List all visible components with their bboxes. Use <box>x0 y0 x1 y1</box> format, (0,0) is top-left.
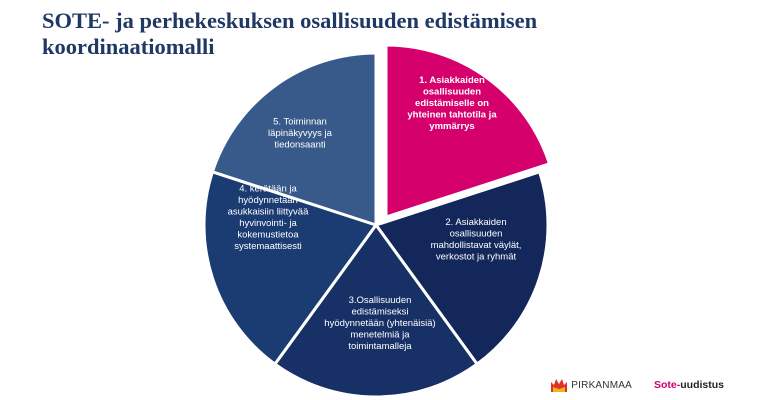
segment-1-label-line: edistämiselle on <box>415 98 489 109</box>
segment-4-label-line: asukkaisiin liittyvää <box>228 206 309 217</box>
pirkanmaa-logo: PIRKANMAA <box>551 378 632 392</box>
slide-title: SOTE- ja perhekeskuksen osallisuuden edi… <box>42 8 538 59</box>
segment-4-label-line: systemaattisesti <box>234 241 302 252</box>
segment-4-label-line: 4. kerätään ja <box>239 183 297 194</box>
pie-segment-4 <box>202 169 379 367</box>
segment-2-label-line: verkostot ja ryhmät <box>436 251 517 262</box>
segment-4-label-line: hyvinvointi- ja <box>239 218 297 229</box>
pirkanmaa-logo-text: PIRKANMAA <box>571 379 632 391</box>
segment-3-label-line: toimintamalleja <box>348 341 412 352</box>
segment-3-label-line: 3.Osallisuuden <box>349 295 412 306</box>
segment-1-label-line: osallisuuden <box>423 87 481 98</box>
segment-1-label-line: yhteinen tahtotila ja <box>407 110 497 121</box>
segment-2-label: 2. Asiakkaiden osallisuuden mahdollistavat… <box>431 217 522 263</box>
pie-segment-3 <box>272 222 480 399</box>
segment-5-label-line: läpinäkyvyys ja <box>268 128 333 139</box>
pirkanmaa-crown-icon <box>551 379 568 392</box>
pie-segment-1 <box>384 43 552 220</box>
segment-2-label-line: 2. Asiakkaiden <box>445 217 506 228</box>
segment-4-label-line: kokemustietoa <box>237 229 299 240</box>
segment-4-label: 4. kerätään ja hyödynnetään asukkaisiin li… <box>228 183 309 252</box>
segment-4-label-line: hyödynnetään <box>238 195 298 206</box>
segment-2-label-line: mahdollistavat väylät, <box>431 240 522 251</box>
pie-segment-5 <box>210 51 378 228</box>
segment-1-label-line: ymmärrys <box>429 121 474 132</box>
segment-3-label-line: menetelmiä ja <box>350 330 410 341</box>
segment-3-label: 3.Osallisuuden edistämiseksi hyödynnetään … <box>324 295 435 352</box>
segment-5-label: 5. Toiminnan läpinäkyvyys ja tiedonsaanti <box>268 117 333 151</box>
segment-3-label-line: hyödynnetään (yhtenäisiä) <box>324 318 435 329</box>
segment-2-label-line: osallisuuden <box>450 228 503 239</box>
segment-5-label-line: tiedonsaanti <box>274 140 325 151</box>
sote-uudistus-logo: Sote-uudistus <box>654 379 724 391</box>
segment-1-label-line: 1. Asiakkaiden <box>419 75 485 86</box>
segment-3-label-line: edistämiseksi <box>351 307 408 318</box>
sote-logo-prefix: Sote- <box>654 379 681 391</box>
segment-5-label-line: 5. Toiminnan <box>273 117 327 128</box>
sote-logo-suffix: uudistus <box>680 379 724 391</box>
segment-1-label: 1. Asiakkaiden osallisuuden edistämiselle … <box>407 75 497 132</box>
pie-segment-2 <box>373 169 550 367</box>
footer-logos: PIRKANMAA Sote-uudistus <box>551 378 724 392</box>
